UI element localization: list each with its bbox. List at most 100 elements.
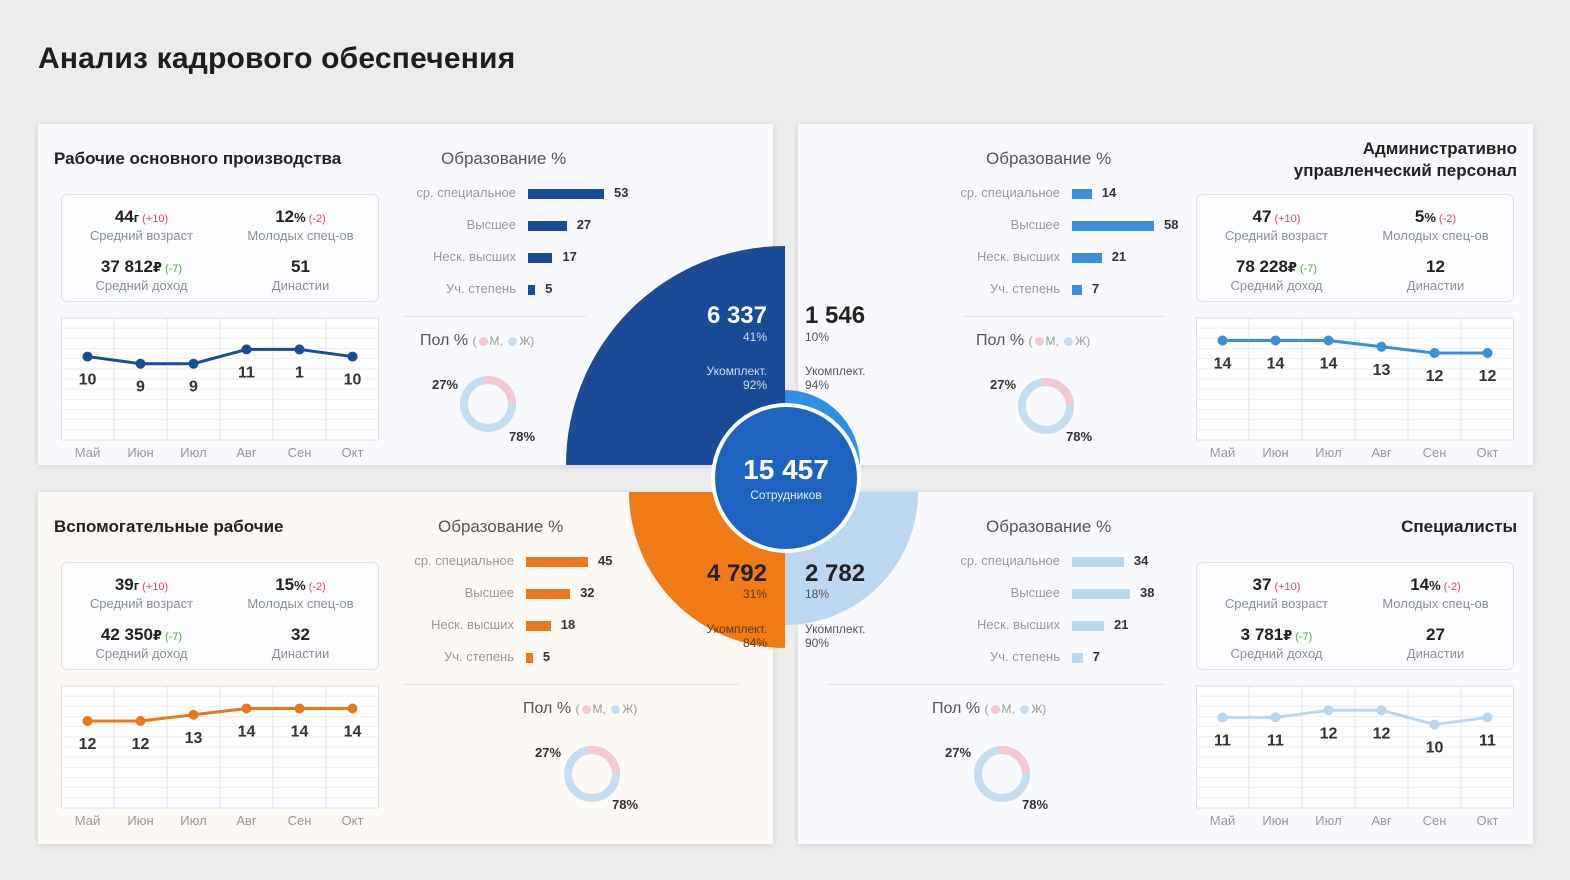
education-title: Образование % [986, 517, 1112, 536]
gender-label: Пол % [420, 332, 469, 349]
month-label: Окт [342, 813, 364, 828]
gender-legend: (М, Ж) [472, 334, 535, 348]
staffing-label: Укомплект. [805, 622, 866, 636]
men-dot-icon [1034, 337, 1044, 347]
gender-women-pct: 78% [1022, 797, 1049, 812]
month-label: Сен [288, 445, 312, 460]
month-label: Сен [1423, 445, 1447, 460]
data-label: 10 [344, 372, 362, 389]
kpi-value: 44 [114, 207, 134, 226]
month-label: Окт [342, 445, 364, 460]
data-point [188, 358, 199, 369]
total-employees-label: Сотрудников [750, 488, 822, 502]
data-point [1217, 335, 1228, 346]
data-point [241, 703, 252, 714]
kpi-label: Средний возраст [1224, 228, 1329, 243]
data-label: 12 [1426, 368, 1444, 385]
quadrant-value-admin: 1 546 [805, 302, 866, 329]
men-dot-icon [581, 705, 591, 715]
kpi-dynasties: 32 Династии [221, 625, 380, 661]
legend-women: Ж) [1075, 334, 1091, 348]
education-value: 58 [1164, 217, 1179, 232]
kpi-label: Средний возраст [89, 228, 194, 243]
education-bar [1072, 285, 1082, 295]
gender-men-pct: 27% [945, 745, 972, 760]
quadrant-staffing-specialists: Укомплект. 90% [805, 622, 865, 650]
data-label: 12 [1479, 368, 1497, 385]
legend-men: М, [592, 702, 606, 716]
kpi-delta: (+10) [142, 581, 169, 593]
data-point [1376, 341, 1387, 352]
kpi-box: 37 (+10) Средний возраст 14% (-2) Молодых … [1196, 562, 1514, 670]
legend-men: М, [1001, 702, 1015, 716]
panel-title: Специалисты [1401, 517, 1517, 536]
series-line [87, 707, 353, 723]
month-label: Июн [1262, 813, 1288, 828]
kpi-unit: г [133, 578, 140, 593]
kpi-label: Молодых спец-ов [247, 228, 354, 243]
data-point [82, 716, 93, 726]
education-value: 17 [562, 249, 577, 264]
month-label: Май [1210, 813, 1235, 828]
kpi-dynasties: 51 Династии [221, 257, 380, 293]
kpi-young: 14% (-2) Молодых спец-ов [1356, 575, 1515, 611]
education-label: Высшее [1010, 217, 1060, 232]
education-label: Неск. высших [431, 617, 514, 632]
month-label: Май [75, 445, 100, 460]
men-dot-icon [478, 337, 488, 347]
gender-label: Пол % [932, 700, 981, 717]
gender-women-pct: 78% [1066, 429, 1093, 444]
education-value: 7 [1091, 281, 1100, 296]
kpi-label: Династии [271, 646, 330, 661]
data-point [294, 344, 305, 355]
panel-auxiliary-workers: Вспомогательные рабочие 39г (+10) Средний… [38, 492, 773, 844]
gender-women-pct: 78% [612, 797, 639, 812]
series-line [1222, 708, 1488, 727]
series-line [87, 347, 353, 366]
month-label: Май [75, 813, 100, 828]
education-title: Образование % [986, 149, 1112, 168]
data-label: 12 [1320, 725, 1338, 742]
kpi-label: Средний возраст [1224, 596, 1329, 611]
gender-donut [460, 375, 516, 432]
men-dot-icon [990, 705, 1000, 715]
kpi-unit: % [294, 578, 306, 593]
legend-men: М, [489, 334, 503, 348]
kpi-delta: (-7) [164, 263, 183, 275]
series-line [1222, 339, 1488, 355]
line-chart: 14 Май 14 Июн 14 Июл 13 Авг 12 Сен 12 Окт [1196, 317, 1514, 460]
gender-title: Пол % (М, Ж) [932, 700, 1046, 718]
month-label: Июл [180, 813, 206, 828]
gender-legend: (М, Ж) [575, 702, 638, 716]
education-value: 7 [1092, 649, 1100, 664]
education-label: Уч. степень [989, 281, 1060, 296]
quadrant-value-specialists: 2 782 [805, 560, 866, 587]
data-point [1270, 712, 1281, 723]
gender-label: Пол % [976, 332, 1025, 349]
divider [828, 684, 1164, 685]
staffing-label: Укомплект. [805, 364, 866, 378]
kpi-income: 78 228₽ (-7) Средний доход [1197, 257, 1356, 293]
total-employees-value: 15 457 [743, 454, 829, 485]
kpi-value: 5 [1414, 207, 1425, 226]
education-label: Неск. высших [977, 617, 1060, 632]
staffing-label: Укомплект. [706, 364, 767, 378]
month-label: Окт [1477, 813, 1499, 828]
education-value: 18 [560, 617, 576, 632]
page-title: Анализ кадрового обеспечения [38, 42, 516, 75]
data-label: 11 [1267, 732, 1284, 749]
kpi-value: 42 350 [100, 625, 153, 644]
month-label: Июн [127, 813, 153, 828]
data-point [347, 703, 358, 714]
kpi-income: 3 781₽ (-7) Средний доход [1197, 625, 1356, 661]
divider [964, 316, 1164, 317]
kpi-dynasties: 12 Династии [1356, 257, 1515, 293]
kpi-unit: % [1429, 578, 1441, 593]
education-label: Уч. степень [443, 649, 514, 664]
line-chart: 11 Май 11 Июн 12 Июл 12 Авг 10 Сен 11 Окт [1196, 685, 1514, 828]
month-label: Июл [1315, 445, 1341, 460]
education-label: Высшее [464, 585, 514, 600]
gender-label: Пол % [523, 700, 572, 717]
data-label: 12 [79, 736, 97, 753]
education-value: 21 [1111, 249, 1127, 264]
